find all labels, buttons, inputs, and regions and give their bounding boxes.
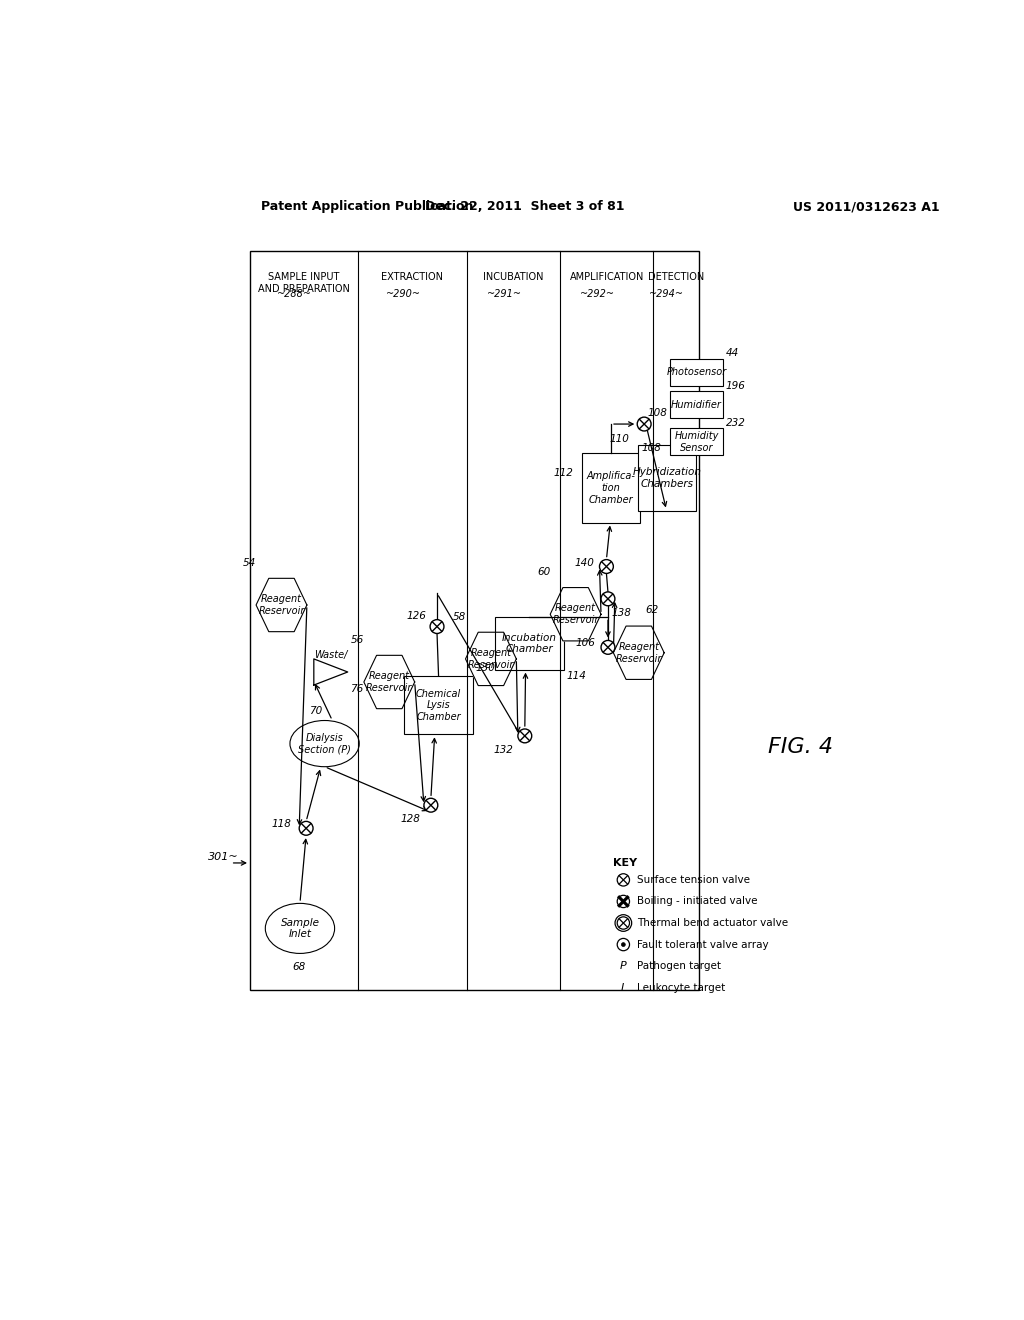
Text: Incubation
Chamber: Incubation Chamber bbox=[502, 632, 557, 655]
Bar bbox=[671, 391, 723, 418]
Text: US 2011/0312623 A1: US 2011/0312623 A1 bbox=[793, 201, 939, 214]
Text: Reagent
Reservoir: Reagent Reservoir bbox=[258, 594, 305, 616]
Circle shape bbox=[617, 874, 630, 886]
Polygon shape bbox=[256, 578, 307, 632]
Text: ~290~: ~290~ bbox=[386, 289, 421, 300]
Ellipse shape bbox=[290, 721, 359, 767]
Circle shape bbox=[622, 942, 626, 946]
Text: Photosensor: Photosensor bbox=[667, 367, 727, 378]
Text: ~294~: ~294~ bbox=[649, 289, 684, 300]
Bar bbox=[671, 359, 723, 385]
Ellipse shape bbox=[265, 903, 335, 953]
Circle shape bbox=[601, 640, 614, 655]
Text: Fault tolerant valve array: Fault tolerant valve array bbox=[637, 940, 769, 949]
Bar bbox=[495, 618, 564, 669]
Text: Thermal bend actuator valve: Thermal bend actuator valve bbox=[637, 917, 788, 928]
Text: Sample
Inlet: Sample Inlet bbox=[281, 917, 319, 940]
Bar bbox=[671, 428, 723, 455]
Text: 62: 62 bbox=[645, 606, 658, 615]
Text: 138: 138 bbox=[611, 607, 632, 618]
Text: 44: 44 bbox=[726, 348, 739, 358]
Text: INCUBATION: INCUBATION bbox=[483, 272, 544, 282]
Circle shape bbox=[601, 591, 614, 606]
Text: ~291~: ~291~ bbox=[486, 289, 522, 300]
Bar bbox=[250, 251, 698, 990]
Text: 60: 60 bbox=[538, 566, 550, 577]
Text: Chemical
Lysis
Chamber: Chemical Lysis Chamber bbox=[416, 689, 461, 722]
Text: 68: 68 bbox=[292, 962, 305, 972]
Text: Hybridization
Chambers: Hybridization Chambers bbox=[633, 467, 701, 488]
Text: Amplifica-
tion
Chamber: Amplifica- tion Chamber bbox=[587, 471, 636, 504]
Text: L: L bbox=[621, 982, 627, 993]
Polygon shape bbox=[550, 587, 601, 642]
Text: 76: 76 bbox=[350, 684, 364, 694]
Text: 70: 70 bbox=[309, 706, 323, 717]
Text: Reagent
Reservoir: Reagent Reservoir bbox=[552, 603, 599, 626]
Circle shape bbox=[424, 799, 438, 812]
Text: 130: 130 bbox=[475, 663, 496, 673]
Text: Leukocyte target: Leukocyte target bbox=[637, 982, 725, 993]
Text: DETECTION: DETECTION bbox=[648, 272, 705, 282]
Polygon shape bbox=[364, 655, 415, 709]
Text: Humidity
Sensor: Humidity Sensor bbox=[675, 430, 719, 453]
Circle shape bbox=[518, 729, 531, 743]
Text: Boiling - initiated valve: Boiling - initiated valve bbox=[637, 896, 758, 907]
Text: 110: 110 bbox=[609, 434, 630, 445]
Text: Patent Application Publication: Patent Application Publication bbox=[261, 201, 474, 214]
Text: Humidifier: Humidifier bbox=[671, 400, 722, 409]
Text: Waste/: Waste/ bbox=[313, 649, 347, 660]
Text: 196: 196 bbox=[726, 380, 745, 391]
Text: ~288~: ~288~ bbox=[278, 289, 312, 300]
Circle shape bbox=[617, 917, 630, 929]
Text: 232: 232 bbox=[726, 417, 745, 428]
Text: 54: 54 bbox=[243, 557, 256, 568]
Text: Reagent
Reservoir: Reagent Reservoir bbox=[615, 642, 662, 664]
Bar bbox=[403, 676, 473, 734]
Text: ~292~: ~292~ bbox=[580, 289, 615, 300]
Text: Dec. 22, 2011  Sheet 3 of 81: Dec. 22, 2011 Sheet 3 of 81 bbox=[425, 201, 625, 214]
Text: Pathogen target: Pathogen target bbox=[637, 961, 721, 972]
Text: KEY: KEY bbox=[612, 858, 637, 869]
Text: EXTRACTION: EXTRACTION bbox=[381, 272, 443, 282]
Text: P: P bbox=[620, 961, 627, 972]
Polygon shape bbox=[313, 659, 348, 685]
Circle shape bbox=[599, 560, 613, 573]
Text: FIG. 4: FIG. 4 bbox=[768, 738, 833, 758]
Text: 108: 108 bbox=[648, 408, 668, 418]
Text: 58: 58 bbox=[453, 611, 466, 622]
Text: 140: 140 bbox=[574, 557, 594, 568]
Text: 301~: 301~ bbox=[208, 851, 239, 862]
Text: Dialysis
Section (P): Dialysis Section (P) bbox=[298, 733, 351, 755]
Circle shape bbox=[299, 821, 313, 836]
Text: 114: 114 bbox=[566, 671, 587, 681]
Circle shape bbox=[637, 417, 651, 432]
Polygon shape bbox=[613, 626, 665, 680]
Polygon shape bbox=[466, 632, 516, 685]
Text: 108: 108 bbox=[642, 444, 662, 453]
Text: Reagent
Reservoir: Reagent Reservoir bbox=[468, 648, 514, 669]
Bar bbox=[638, 445, 696, 511]
Text: 106: 106 bbox=[575, 639, 596, 648]
Text: 132: 132 bbox=[494, 744, 514, 755]
Text: 128: 128 bbox=[400, 814, 420, 824]
Text: 56: 56 bbox=[351, 635, 364, 644]
Circle shape bbox=[430, 619, 444, 634]
Text: SAMPLE INPUT
AND PREPARATION: SAMPLE INPUT AND PREPARATION bbox=[258, 272, 350, 294]
Text: AMPLIFICATION: AMPLIFICATION bbox=[569, 272, 644, 282]
Text: 112: 112 bbox=[553, 467, 573, 478]
Circle shape bbox=[617, 895, 630, 908]
Text: Reagent
Reservoir: Reagent Reservoir bbox=[367, 671, 413, 693]
Text: 126: 126 bbox=[407, 611, 426, 620]
Circle shape bbox=[617, 939, 630, 950]
Text: 118: 118 bbox=[271, 820, 292, 829]
Text: Surface tension valve: Surface tension valve bbox=[637, 875, 751, 884]
Bar bbox=[583, 453, 640, 523]
